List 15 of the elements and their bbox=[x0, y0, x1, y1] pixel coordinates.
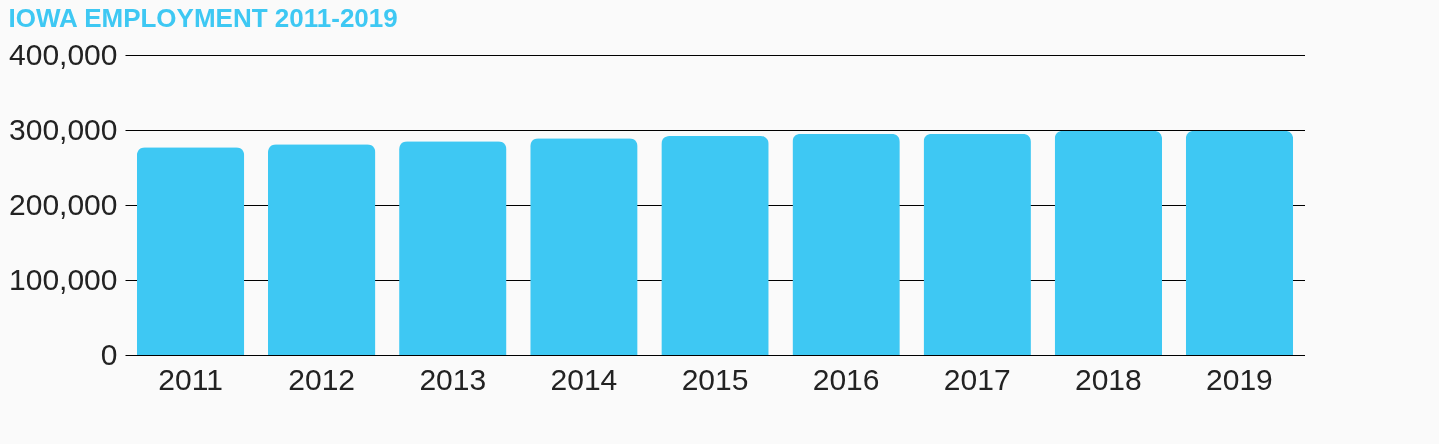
x-tick-label: 2015 bbox=[681, 362, 749, 396]
y-tick-label: 400,000 bbox=[9, 37, 118, 71]
x-tick-label: 2014 bbox=[550, 362, 618, 396]
x-tick-label: 2018 bbox=[1074, 362, 1142, 396]
y-tick-label: 100,000 bbox=[9, 262, 118, 296]
x-tick-label: 2016 bbox=[812, 362, 880, 396]
y-tick-label: 200,000 bbox=[9, 187, 118, 221]
x-tick-label: 2012 bbox=[288, 362, 356, 396]
y-tick-label: 300,000 bbox=[9, 112, 118, 146]
x-tick-label: 2019 bbox=[1206, 362, 1273, 396]
chart-title: IOWA EMPLOYMENT 2011-2019 bbox=[8, 3, 398, 33]
y-tick-label: 0 bbox=[100, 337, 118, 371]
x-tick-label: 2017 bbox=[943, 362, 1011, 396]
x-tick-label: 2011 bbox=[158, 362, 223, 396]
x-tick-label: 2013 bbox=[419, 362, 487, 396]
